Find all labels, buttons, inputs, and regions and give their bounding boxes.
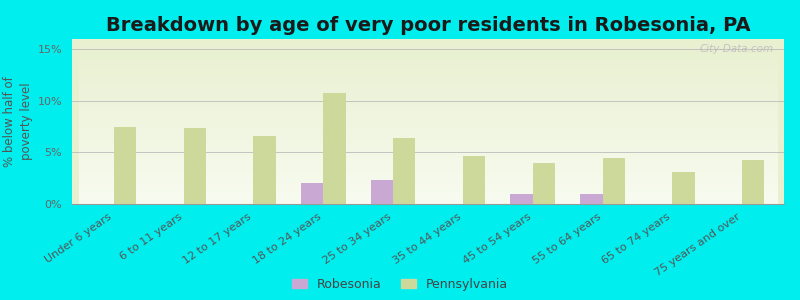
Bar [672, 172, 694, 204]
Bar [393, 138, 415, 204]
Bar [370, 180, 393, 204]
Bar [323, 93, 346, 204]
Legend: Robesonia, Pennsylvania: Robesonia, Pennsylvania [292, 278, 508, 291]
Bar [742, 160, 765, 204]
Y-axis label: % below half of
poverty level: % below half of poverty level [3, 76, 34, 167]
Bar [580, 194, 602, 204]
Bar [510, 194, 533, 204]
Bar [184, 128, 206, 204]
Bar [533, 163, 555, 204]
Bar [602, 158, 625, 204]
Title: Breakdown by age of very poor residents in Robesonia, PA: Breakdown by age of very poor residents … [106, 16, 750, 35]
Bar [301, 183, 323, 204]
Bar [114, 127, 136, 204]
Bar [254, 136, 276, 204]
Text: City-Data.com: City-Data.com [699, 44, 774, 54]
Bar [463, 155, 486, 204]
